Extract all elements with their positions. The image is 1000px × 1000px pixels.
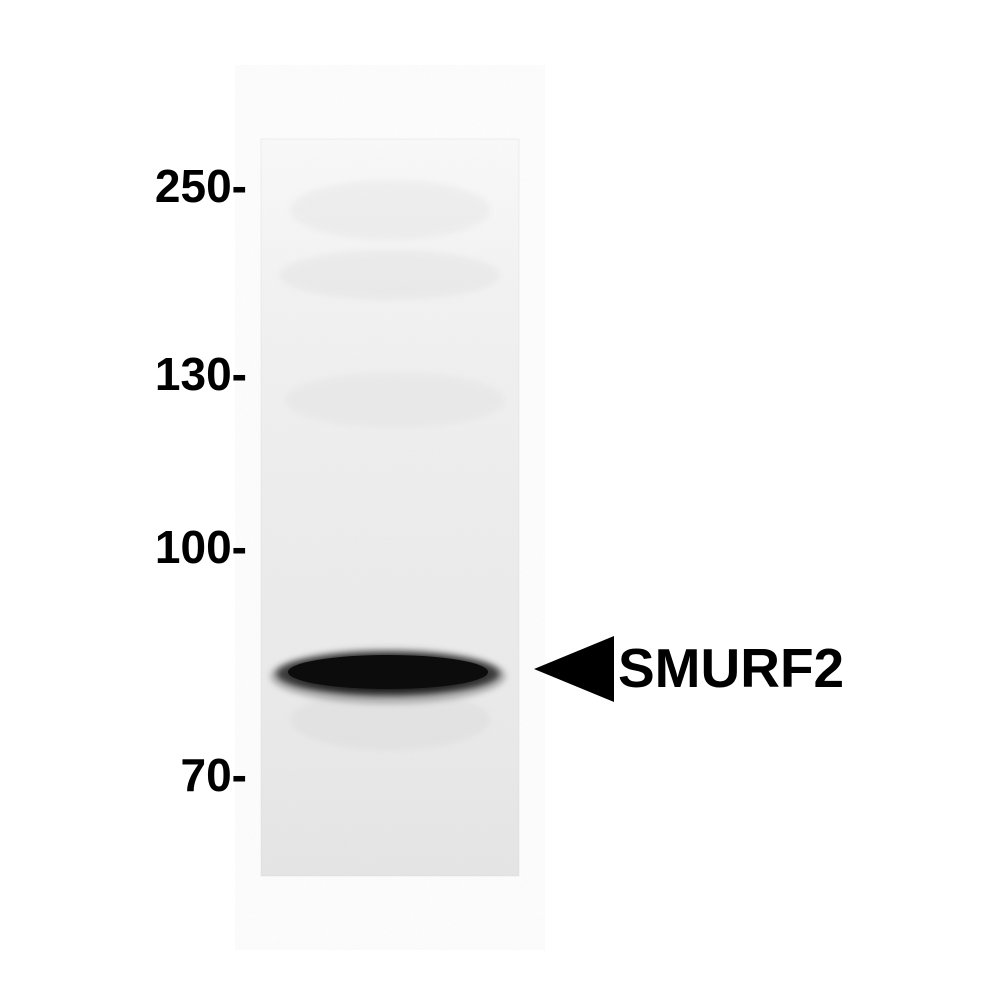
marker-100: 100-	[155, 520, 247, 574]
lane-background	[261, 139, 519, 876]
band-arrow	[534, 636, 614, 702]
western-blot-figure: 250- 130- 100- 70- SMURF2	[0, 0, 1000, 1000]
band-label-smurf2: SMURF2	[618, 636, 844, 700]
marker-130: 130-	[155, 347, 247, 401]
marker-250: 250-	[155, 159, 247, 213]
blot-lane-svg	[0, 0, 1000, 1000]
marker-70: 70-	[181, 748, 247, 802]
smurf2-band	[270, 648, 506, 704]
